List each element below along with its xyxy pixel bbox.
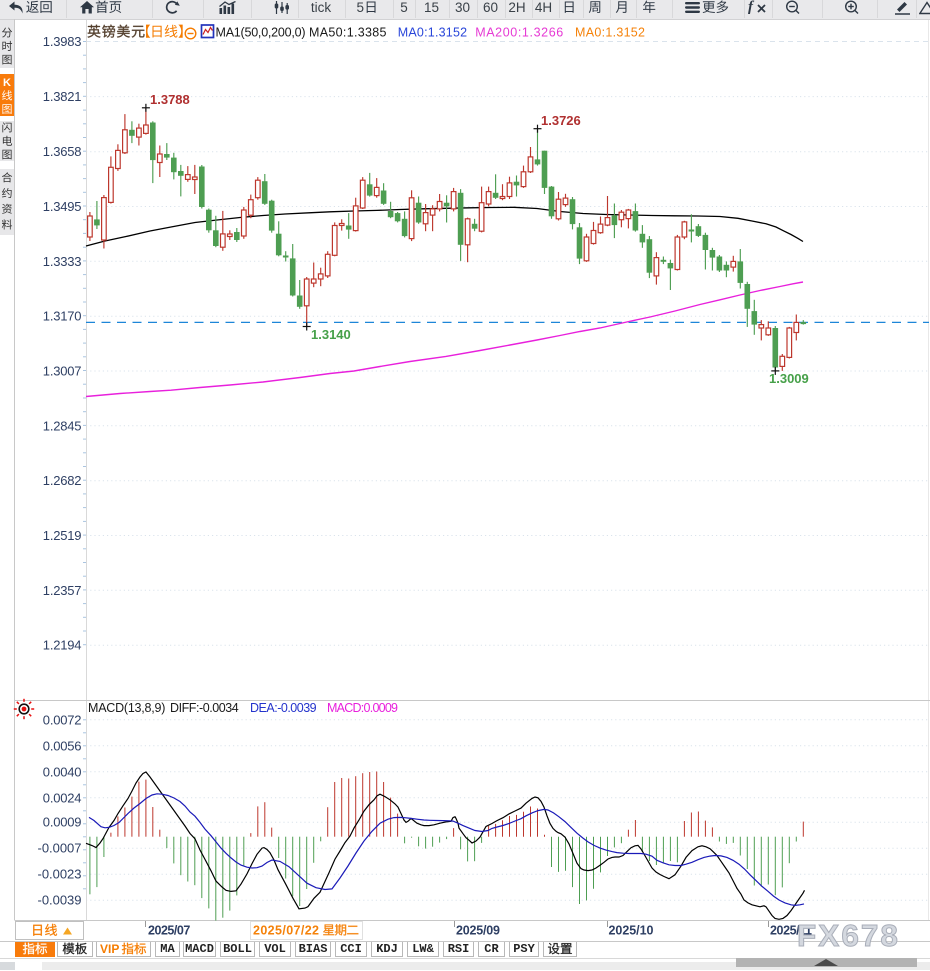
- svg-text:1.3821: 1.3821: [43, 89, 82, 104]
- svg-text:1.2194: 1.2194: [43, 638, 82, 653]
- svg-text:0.0009: 0.0009: [43, 815, 82, 830]
- svg-text:MA1(50,0,200,0): MA1(50,0,200,0): [216, 25, 306, 39]
- svg-text:MA200:1.3266: MA200:1.3266: [475, 25, 563, 39]
- svg-text:MA0:1.3152: MA0:1.3152: [398, 25, 467, 39]
- svg-text:1.3726: 1.3726: [541, 113, 581, 128]
- svg-text:1.3007: 1.3007: [43, 364, 82, 379]
- svg-text:0.0056: 0.0056: [43, 738, 82, 753]
- svg-text:FX678: FX678: [797, 918, 900, 953]
- svg-text:-0.0007: -0.0007: [38, 841, 82, 856]
- svg-text:1.2682: 1.2682: [43, 473, 82, 488]
- svg-text:-0.0023: -0.0023: [38, 867, 82, 882]
- svg-text:-0.0039: -0.0039: [38, 893, 82, 908]
- svg-text:1.2357: 1.2357: [43, 583, 82, 598]
- svg-text:0.0024: 0.0024: [43, 790, 82, 805]
- svg-text:0.0072: 0.0072: [43, 712, 82, 727]
- svg-text:MA50:1.3385: MA50:1.3385: [309, 25, 387, 39]
- svg-text:1.3658: 1.3658: [43, 144, 82, 159]
- svg-text:K: K: [3, 77, 11, 89]
- svg-text:1.2845: 1.2845: [43, 418, 82, 433]
- svg-text:MACD(13,8,9): MACD(13,8,9): [88, 701, 165, 715]
- svg-text:0.0040: 0.0040: [43, 764, 82, 779]
- svg-text:1.3983: 1.3983: [43, 34, 82, 49]
- svg-text:2025/09: 2025/09: [456, 924, 500, 938]
- svg-text:1.3009: 1.3009: [769, 371, 809, 386]
- svg-text:1.2519: 1.2519: [43, 528, 82, 543]
- svg-text:MACD:0.0009: MACD:0.0009: [327, 701, 398, 715]
- svg-text:2025/07/22: 2025/07/22: [253, 924, 319, 938]
- svg-text:MA0:1.3152: MA0:1.3152: [575, 25, 645, 39]
- svg-text:2025/10: 2025/10: [609, 924, 654, 938]
- svg-text:DEA:-0.0039: DEA:-0.0039: [250, 701, 317, 715]
- svg-text:2025/07: 2025/07: [148, 924, 190, 938]
- svg-text:1.3333: 1.3333: [43, 254, 82, 269]
- svg-text:1.3140: 1.3140: [311, 327, 351, 342]
- svg-text:1.3495: 1.3495: [43, 199, 82, 214]
- svg-text:1.3170: 1.3170: [43, 309, 82, 324]
- svg-text:1.3788: 1.3788: [150, 92, 190, 107]
- svg-text:DIFF:-0.0034: DIFF:-0.0034: [170, 701, 239, 715]
- svg-text:2025/11: 2025/11: [770, 924, 812, 938]
